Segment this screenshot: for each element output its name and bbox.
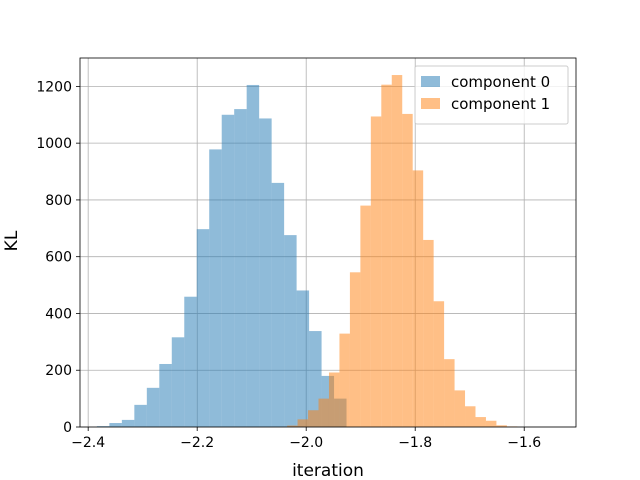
histogram-bar (159, 363, 172, 427)
histogram-bar (184, 296, 197, 427)
histogram-bar (423, 239, 434, 427)
histogram-bar (134, 404, 147, 427)
y-axis-label: KL (2, 230, 22, 251)
x-tick-label: −1.8 (398, 435, 432, 451)
x-tick-label: −2.2 (180, 435, 214, 451)
histogram-bar (381, 84, 392, 427)
x-axis-label: iteration (292, 461, 364, 480)
histogram-bar (284, 235, 297, 427)
series-1-bars (287, 75, 518, 428)
histogram-bar (171, 337, 185, 427)
legend-swatch (421, 98, 440, 109)
histogram-bar (465, 406, 476, 427)
histogram-bar (475, 417, 486, 427)
legend-box (414, 65, 569, 125)
histogram-bar (309, 331, 322, 427)
histogram-bar (221, 114, 235, 428)
histogram-bar (297, 419, 309, 427)
histogram-bar (287, 425, 298, 427)
histogram-bar (121, 419, 135, 427)
histogram-bar (246, 84, 260, 427)
y-tick-label: 800 (45, 193, 72, 209)
y-tick-label: 200 (45, 363, 72, 379)
histogram-bar (109, 423, 122, 427)
histogram-bar (454, 390, 466, 427)
legend-swatch (421, 76, 440, 87)
histogram-bar (196, 229, 210, 427)
histogram-bar (259, 118, 272, 427)
histogram-bar (391, 75, 403, 428)
y-tick-label: 0 (63, 420, 72, 436)
x-tick-label: −2.0 (289, 435, 323, 451)
histogram-bar (444, 359, 455, 427)
histogram-bar (402, 113, 413, 427)
histogram-bar (308, 410, 319, 427)
x-tick-label: −2.4 (71, 435, 105, 451)
histogram-bar (234, 109, 247, 427)
histogram-bar (360, 205, 371, 427)
y-tick-label: 600 (45, 250, 72, 266)
histogram-bar (146, 387, 160, 427)
histogram-bar (318, 398, 329, 427)
histogram-bar (296, 290, 310, 427)
x-tick-label: −1.6 (507, 435, 541, 451)
legend-label: component 1 (451, 95, 550, 113)
y-tick-label: 1000 (36, 136, 72, 152)
y-tick-label: 1200 (36, 79, 72, 95)
legend-label: component 0 (451, 73, 550, 91)
histogram-bar (433, 301, 445, 427)
legend: component 0 component 1 (414, 65, 569, 125)
histogram-bar (209, 149, 222, 427)
histogram-bar (412, 170, 424, 427)
histogram-bar (339, 333, 350, 427)
histogram-bar (349, 272, 361, 427)
series-0-bars (96, 84, 347, 428)
histogram-bar (271, 182, 285, 427)
x-axis: −2.4 −2.2 −2.0 −1.8 −1.6 (71, 427, 541, 451)
y-axis: 0 200 400 600 800 1000 1200 (36, 79, 80, 436)
plot-area-frame (79, 57, 577, 428)
y-tick-label: 400 (45, 306, 72, 322)
histogram-bar (328, 372, 340, 427)
histogram-bar (485, 420, 497, 427)
histogram-bar (496, 425, 507, 427)
histogram-bars (96, 75, 518, 428)
histogram-bar (96, 426, 110, 427)
histogram-bar (370, 116, 382, 428)
